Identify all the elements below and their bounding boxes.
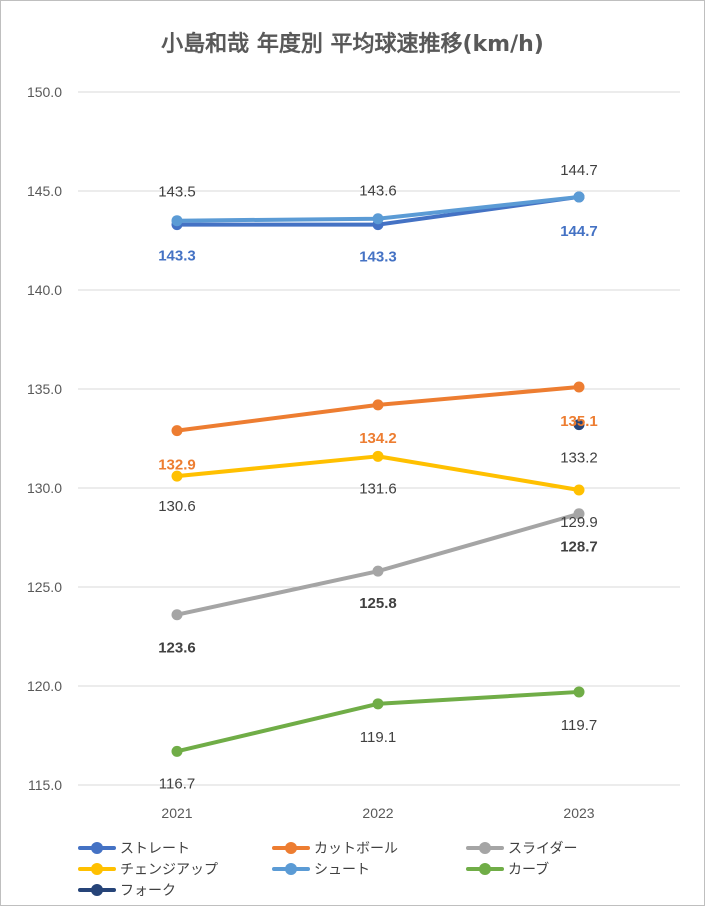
- chart-title: 小島和哉 年度別 平均球速推移(km/h): [161, 32, 544, 57]
- x-tick-label: 2023: [563, 805, 594, 821]
- legend-swatch: [466, 859, 504, 879]
- data-label: 143.5: [158, 184, 196, 201]
- legend-item: シュート: [272, 859, 370, 879]
- legend-swatch: [78, 859, 116, 879]
- legend-swatch: [272, 859, 310, 879]
- y-tick-label: 120.0: [27, 678, 62, 694]
- data-point: [171, 470, 183, 482]
- data-label: 132.9: [158, 457, 196, 474]
- legend-swatch: [466, 838, 504, 858]
- legend-label: スライダー: [508, 841, 578, 857]
- data-label: 119.7: [561, 717, 597, 734]
- data-label: 133.2: [560, 450, 598, 467]
- legend-item: チェンジアップ: [78, 859, 218, 879]
- legend-label: フォーク: [120, 883, 176, 899]
- y-tick-label: 130.0: [27, 480, 62, 496]
- data-label: 116.7: [159, 775, 195, 792]
- data-point: [372, 399, 384, 411]
- data-point: [171, 215, 183, 227]
- data-point: [372, 450, 384, 462]
- data-label: 143.3: [158, 248, 196, 265]
- data-point: [573, 419, 585, 431]
- y-tick-label: 145.0: [27, 183, 62, 199]
- legend-item: フォーク: [78, 880, 176, 900]
- data-point: [573, 191, 585, 203]
- legend-item: ストレート: [78, 838, 190, 858]
- data-point: [372, 698, 384, 710]
- data-label: 123.6: [158, 640, 196, 657]
- legend-label: チェンジアップ: [120, 862, 218, 878]
- legend-swatch: [78, 880, 116, 900]
- x-tick-label: 2021: [161, 805, 192, 821]
- y-tick-label: 125.0: [27, 579, 62, 595]
- data-point: [573, 508, 585, 520]
- data-point: [171, 609, 183, 621]
- data-point: [372, 213, 384, 225]
- data-label: 119.1: [360, 729, 396, 746]
- legend-item: スライダー: [466, 838, 577, 858]
- y-tick-label: 150.0: [27, 84, 62, 100]
- data-label: 144.7: [560, 162, 598, 179]
- data-label: 130.6: [158, 498, 196, 515]
- legend-label: カーブ: [508, 862, 550, 878]
- data-label: 129.9: [560, 514, 598, 531]
- data-label: 144.7: [560, 223, 598, 240]
- y-tick-label: 135.0: [27, 381, 62, 397]
- legend-item: カットボール: [272, 838, 398, 858]
- legend-swatch: [272, 838, 310, 858]
- y-tick-label: 140.0: [27, 282, 62, 298]
- data-label: 131.6: [359, 480, 397, 497]
- data-label: 128.7: [560, 539, 598, 556]
- legend-label: シュート: [314, 862, 370, 878]
- data-point: [171, 745, 183, 757]
- data-point: [573, 686, 585, 698]
- data-label: 143.6: [359, 183, 397, 200]
- legend-label: ストレート: [120, 841, 190, 857]
- legend-label: カットボール: [314, 841, 398, 857]
- legend-item: カーブ: [466, 859, 549, 879]
- data-label: 143.3: [359, 249, 397, 266]
- data-label: 135.1: [560, 413, 598, 430]
- data-label: 134.2: [359, 430, 397, 447]
- data-point: [171, 425, 183, 437]
- x-tick-label: 2022: [362, 805, 393, 821]
- data-point: [372, 565, 384, 577]
- data-point: [573, 381, 585, 393]
- data-point: [573, 484, 585, 496]
- data-label: 125.8: [359, 595, 397, 612]
- legend-swatch: [78, 838, 116, 858]
- y-tick-label: 115.0: [28, 777, 62, 793]
